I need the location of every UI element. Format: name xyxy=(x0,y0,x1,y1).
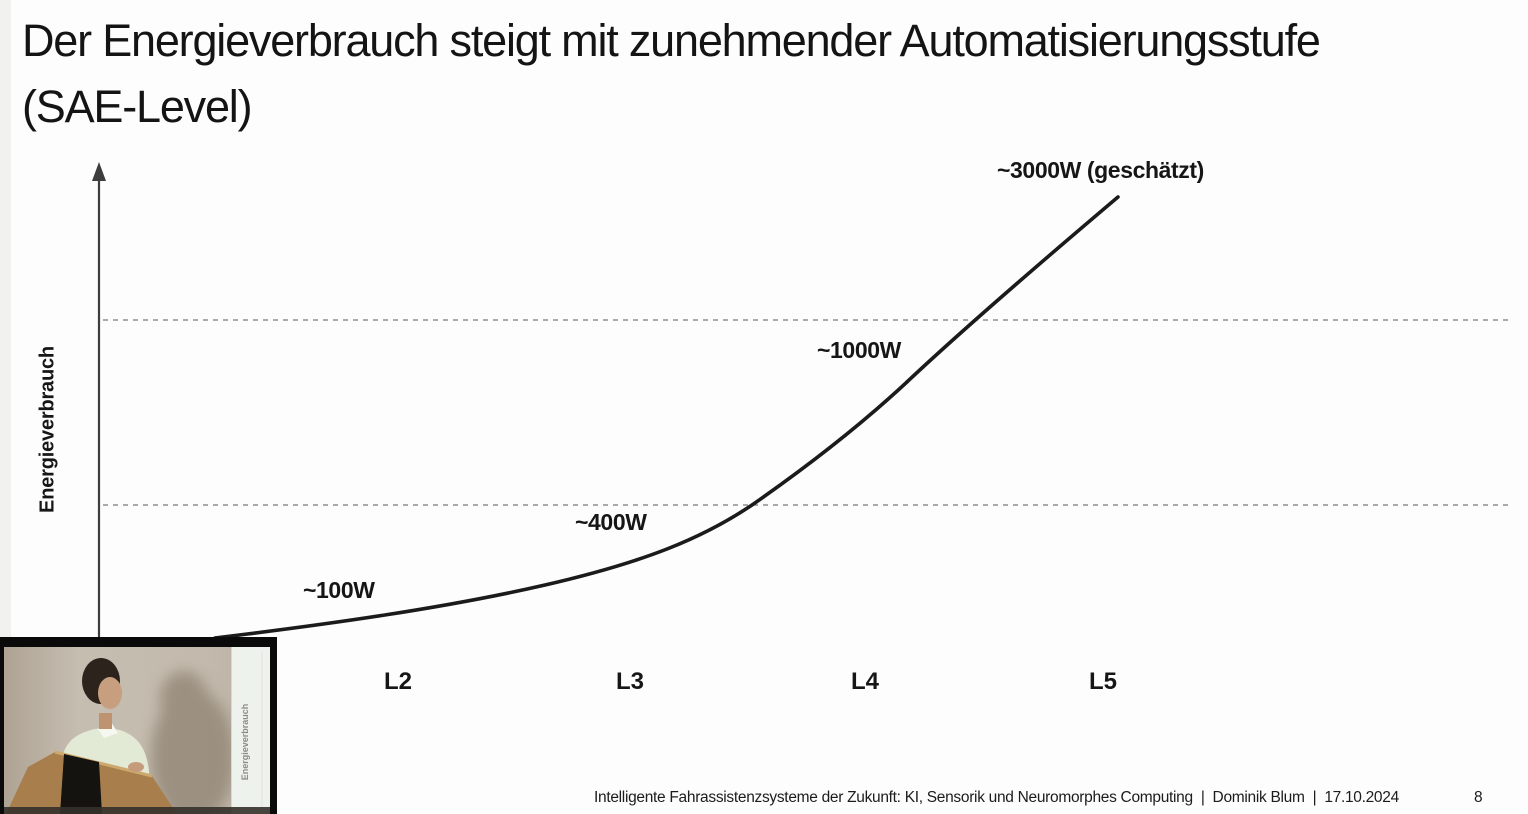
x-label-l3: L3 xyxy=(616,668,645,695)
presenter-hand xyxy=(128,762,144,772)
presenter-neck xyxy=(99,713,112,729)
projection-screen-strip: Energieverbrauch xyxy=(231,647,270,814)
webcam-scene: Energieverbrauch xyxy=(0,637,277,814)
annotation-100w: ~100W xyxy=(303,577,375,603)
video-letterbox-edge xyxy=(0,0,11,814)
slide-title-line2: (SAE-Level) xyxy=(22,81,253,132)
energy-curve xyxy=(213,195,1120,640)
presenter-webcam-overlay: Energieverbrauch xyxy=(0,637,277,814)
slide-footer: Intelligente Fahrassistenzsysteme der Zu… xyxy=(594,789,1399,806)
presenter-face xyxy=(98,677,122,709)
presenter-shadow xyxy=(151,671,235,814)
annotation-3000w: ~3000W (geschätzt) xyxy=(997,157,1204,183)
slide-title-line1: Der Energieverbrauch steigt mit zunehmen… xyxy=(22,15,1321,66)
presenter-collar xyxy=(98,722,118,738)
x-label-l2: L2 xyxy=(384,668,413,695)
podium-panel xyxy=(60,754,102,814)
annotation-1000w: ~1000W xyxy=(817,337,901,363)
y-axis-arrow-icon xyxy=(92,162,106,181)
x-label-l4: L4 xyxy=(851,668,880,695)
annotation-400w: ~400W xyxy=(575,509,647,535)
slide-page-number: 8 xyxy=(1474,789,1483,806)
podium xyxy=(6,750,177,814)
y-axis-label: Energieverbrauch xyxy=(36,346,59,513)
x-label-l5: L5 xyxy=(1089,668,1118,695)
screen-strip-ylabel-text: Energieverbrauch xyxy=(240,704,250,781)
slide-title: Der Energieverbrauch steigt mit zunehmen… xyxy=(22,8,1522,140)
video-bottom-shade xyxy=(4,807,270,814)
